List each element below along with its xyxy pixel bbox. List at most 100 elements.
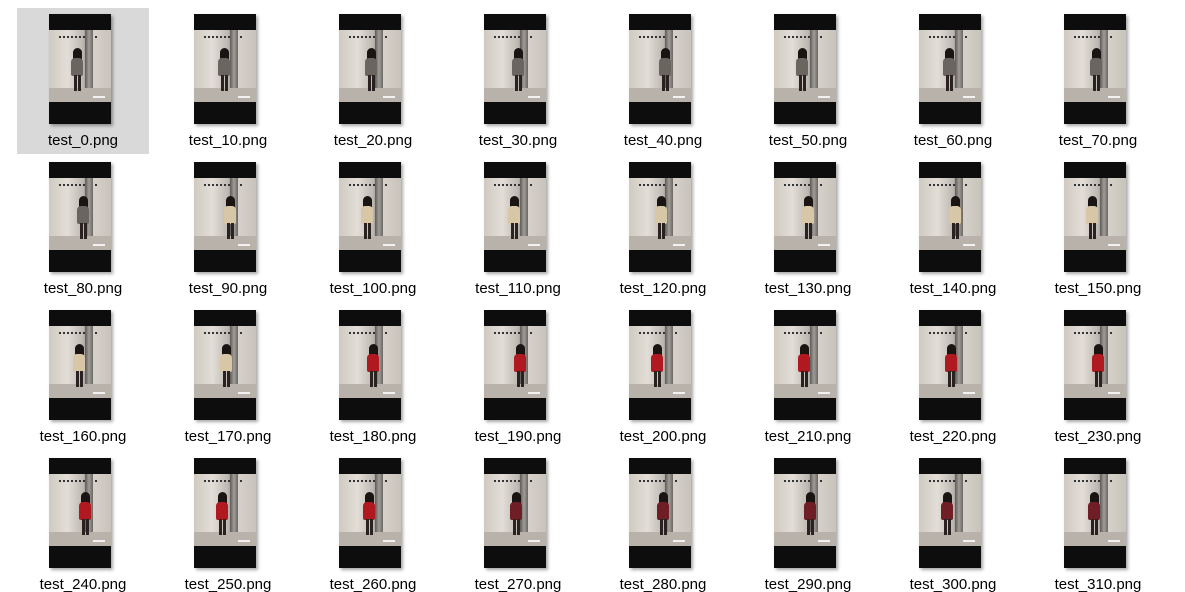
file-item[interactable]: test_250.png bbox=[162, 452, 294, 592]
file-item[interactable]: test_190.png bbox=[452, 304, 584, 450]
file-name-label: test_100.png bbox=[329, 280, 417, 297]
image-thumbnail bbox=[774, 458, 836, 568]
image-thumbnail bbox=[774, 14, 836, 124]
file-name-label: test_280.png bbox=[619, 576, 707, 592]
image-thumbnail bbox=[339, 310, 401, 420]
file-item[interactable]: test_0.png bbox=[17, 8, 149, 154]
file-item[interactable]: test_170.png bbox=[162, 304, 294, 450]
file-name-label: test_70.png bbox=[1058, 132, 1138, 149]
file-item[interactable]: test_60.png bbox=[887, 8, 1019, 154]
file-item[interactable]: test_240.png bbox=[17, 452, 149, 592]
file-name-label: test_200.png bbox=[619, 428, 707, 445]
image-thumbnail bbox=[484, 310, 546, 420]
file-item[interactable]: test_70.png bbox=[1032, 8, 1164, 154]
image-thumbnail bbox=[1064, 162, 1126, 272]
file-name-label: test_240.png bbox=[39, 576, 127, 592]
video-frame-preview bbox=[1064, 326, 1126, 398]
image-thumbnail bbox=[1064, 310, 1126, 420]
file-item[interactable]: test_220.png bbox=[887, 304, 1019, 450]
video-frame-preview bbox=[919, 326, 981, 398]
image-thumbnail bbox=[49, 162, 111, 272]
file-item[interactable]: test_100.png bbox=[307, 156, 439, 302]
image-thumbnail bbox=[484, 162, 546, 272]
file-item[interactable]: test_80.png bbox=[17, 156, 149, 302]
video-frame-preview bbox=[629, 474, 691, 546]
video-frame-preview bbox=[49, 30, 111, 102]
video-frame-preview bbox=[339, 474, 401, 546]
file-name-label: test_260.png bbox=[329, 576, 417, 592]
video-frame-preview bbox=[919, 178, 981, 250]
file-name-label: test_180.png bbox=[329, 428, 417, 445]
video-frame-preview bbox=[194, 326, 256, 398]
file-item[interactable]: test_270.png bbox=[452, 452, 584, 592]
file-item[interactable]: test_50.png bbox=[742, 8, 874, 154]
video-frame-preview bbox=[49, 326, 111, 398]
file-name-label: test_110.png bbox=[475, 280, 561, 297]
file-item[interactable]: test_150.png bbox=[1032, 156, 1164, 302]
image-thumbnail bbox=[919, 162, 981, 272]
file-item[interactable]: test_110.png bbox=[452, 156, 584, 302]
file-name-label: test_130.png bbox=[764, 280, 852, 297]
image-thumbnail bbox=[919, 458, 981, 568]
video-frame-preview bbox=[774, 474, 836, 546]
image-thumbnail bbox=[484, 458, 546, 568]
file-name-label: test_300.png bbox=[909, 576, 997, 592]
video-frame-preview bbox=[49, 178, 111, 250]
file-item[interactable]: test_260.png bbox=[307, 452, 439, 592]
video-frame-preview bbox=[339, 30, 401, 102]
video-frame-preview bbox=[1064, 474, 1126, 546]
video-frame-preview bbox=[1064, 178, 1126, 250]
image-thumbnail bbox=[1064, 458, 1126, 568]
image-thumbnail bbox=[1064, 14, 1126, 124]
file-item[interactable]: test_140.png bbox=[887, 156, 1019, 302]
file-item[interactable]: test_210.png bbox=[742, 304, 874, 450]
image-thumbnail bbox=[629, 162, 691, 272]
video-frame-preview bbox=[484, 30, 546, 102]
file-item[interactable]: test_180.png bbox=[307, 304, 439, 450]
file-name-label: test_310.png bbox=[1054, 576, 1142, 592]
image-thumbnail bbox=[774, 310, 836, 420]
video-frame-preview bbox=[629, 178, 691, 250]
image-thumbnail bbox=[339, 458, 401, 568]
video-frame-preview bbox=[49, 474, 111, 546]
image-thumbnail bbox=[629, 310, 691, 420]
file-item[interactable]: test_20.png bbox=[307, 8, 439, 154]
file-name-label: test_170.png bbox=[184, 428, 272, 445]
file-item[interactable]: test_40.png bbox=[597, 8, 729, 154]
video-frame-preview bbox=[774, 30, 836, 102]
file-name-label: test_10.png bbox=[188, 132, 268, 149]
file-item[interactable]: test_300.png bbox=[887, 452, 1019, 592]
video-frame-preview bbox=[484, 326, 546, 398]
video-frame-preview bbox=[629, 326, 691, 398]
image-thumbnail bbox=[629, 14, 691, 124]
file-name-label: test_270.png bbox=[474, 576, 562, 592]
file-item[interactable]: test_230.png bbox=[1032, 304, 1164, 450]
file-name-label: test_50.png bbox=[768, 132, 848, 149]
file-item[interactable]: test_90.png bbox=[162, 156, 294, 302]
file-name-label: test_30.png bbox=[478, 132, 558, 149]
file-name-label: test_80.png bbox=[43, 280, 123, 297]
video-frame-preview bbox=[774, 178, 836, 250]
image-thumbnail bbox=[49, 310, 111, 420]
video-frame-preview bbox=[919, 474, 981, 546]
video-frame-preview bbox=[919, 30, 981, 102]
file-name-label: test_0.png bbox=[47, 132, 119, 149]
video-frame-preview bbox=[194, 474, 256, 546]
image-thumbnail bbox=[49, 458, 111, 568]
file-item[interactable]: test_120.png bbox=[597, 156, 729, 302]
file-item[interactable]: test_10.png bbox=[162, 8, 294, 154]
video-frame-preview bbox=[339, 326, 401, 398]
file-item[interactable]: test_290.png bbox=[742, 452, 874, 592]
video-frame-preview bbox=[484, 474, 546, 546]
file-item[interactable]: test_310.png bbox=[1032, 452, 1164, 592]
video-frame-preview bbox=[194, 30, 256, 102]
video-frame-preview bbox=[194, 178, 256, 250]
file-item[interactable]: test_160.png bbox=[17, 304, 149, 450]
image-thumbnail bbox=[194, 310, 256, 420]
file-item[interactable]: test_30.png bbox=[452, 8, 584, 154]
file-item[interactable]: test_280.png bbox=[597, 452, 729, 592]
file-item[interactable]: test_200.png bbox=[597, 304, 729, 450]
video-frame-preview bbox=[339, 178, 401, 250]
file-name-label: test_210.png bbox=[764, 428, 852, 445]
file-item[interactable]: test_130.png bbox=[742, 156, 874, 302]
